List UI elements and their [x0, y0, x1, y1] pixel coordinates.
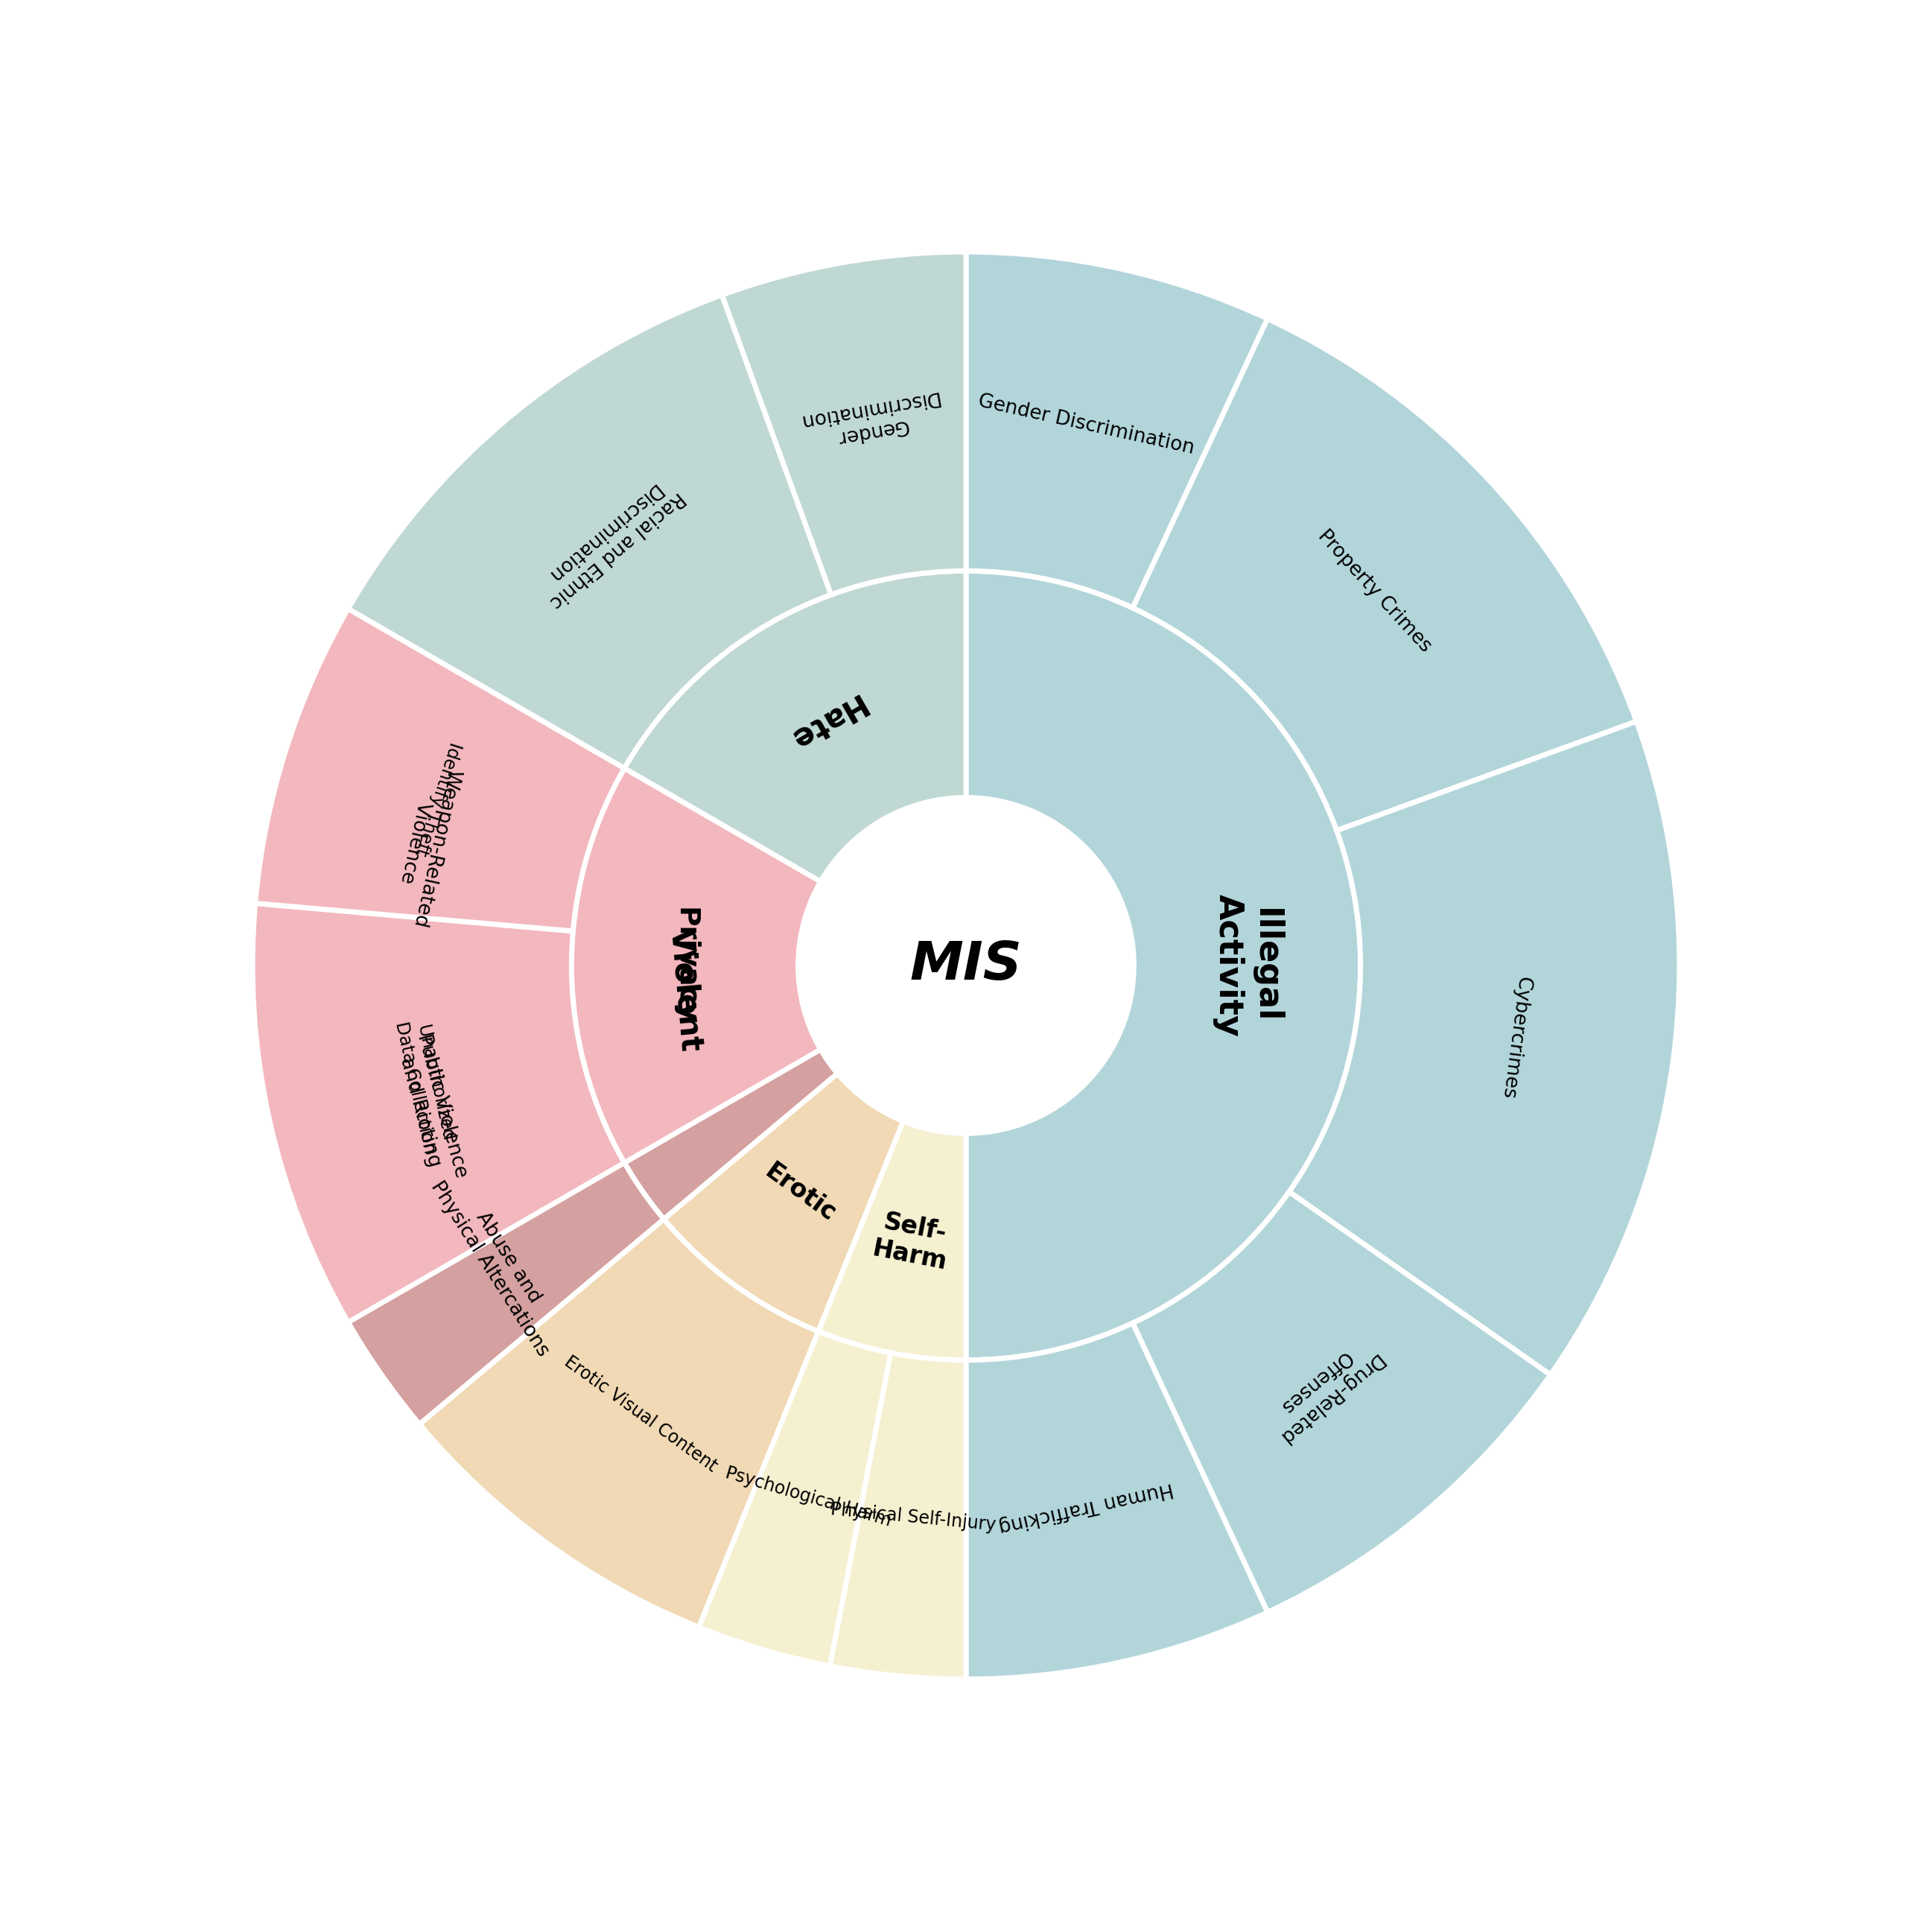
Text: Self-
Harm: Self- Harm — [869, 1209, 954, 1274]
Text: Erotic Visual Content: Erotic Visual Content — [560, 1352, 721, 1475]
Text: Human Trafficking: Human Trafficking — [997, 1477, 1175, 1535]
Wedge shape — [1132, 319, 1636, 830]
Text: Erotic: Erotic — [761, 1159, 840, 1226]
Wedge shape — [319, 1132, 665, 1425]
Wedge shape — [572, 769, 837, 1218]
Text: Hate: Hate — [782, 687, 869, 757]
Text: Illegal
Activity: Illegal Activity — [1213, 894, 1281, 1037]
Wedge shape — [966, 572, 1360, 1359]
Wedge shape — [255, 1000, 609, 1267]
Wedge shape — [624, 572, 966, 882]
Wedge shape — [419, 1218, 819, 1628]
Wedge shape — [253, 904, 624, 1323]
Text: Abuse and
Physical Altercations: Abuse and Physical Altercations — [427, 1166, 572, 1359]
Wedge shape — [819, 1122, 966, 1359]
Text: Gender
Discrimination: Gender Discrimination — [796, 386, 943, 452]
Text: Weapon-Related
Violence: Weapon-Related Violence — [386, 763, 464, 929]
Text: MIS: MIS — [910, 940, 1022, 991]
Text: Identify Theft: Identify Theft — [412, 740, 464, 857]
Text: Public Violence
and Rioting: Public Violence and Rioting — [392, 1031, 469, 1186]
Text: Physical Self-Injury: Physical Self-Injury — [829, 1500, 997, 1533]
Wedge shape — [831, 1354, 966, 1680]
Wedge shape — [1132, 1191, 1549, 1612]
Wedge shape — [1289, 722, 1679, 1375]
Text: Privacy: Privacy — [672, 908, 697, 1023]
Text: Unauthorized
Data Collection: Unauthorized Data Collection — [392, 1016, 458, 1155]
Wedge shape — [253, 608, 624, 1027]
Wedge shape — [665, 1074, 902, 1330]
Wedge shape — [255, 608, 624, 931]
Text: Drug-Related
Offenses: Drug-Related Offenses — [1260, 1332, 1385, 1448]
Text: Racial and Ethnic
Discrimination: Racial and Ethnic Discrimination — [531, 471, 688, 612]
Text: Property Crimes: Property Crimes — [1314, 527, 1435, 657]
Wedge shape — [966, 1323, 1267, 1680]
Wedge shape — [572, 769, 821, 1162]
Wedge shape — [966, 251, 1267, 608]
Text: Gender Discrimination: Gender Discrimination — [976, 392, 1196, 458]
Text: Cybercrimes: Cybercrimes — [1497, 975, 1532, 1101]
Text: Psychological Harm: Psychological Harm — [724, 1464, 895, 1529]
Circle shape — [798, 798, 1134, 1133]
Wedge shape — [348, 295, 831, 769]
Text: Violent: Violent — [665, 927, 707, 1052]
Wedge shape — [699, 1330, 891, 1666]
Wedge shape — [723, 251, 966, 595]
